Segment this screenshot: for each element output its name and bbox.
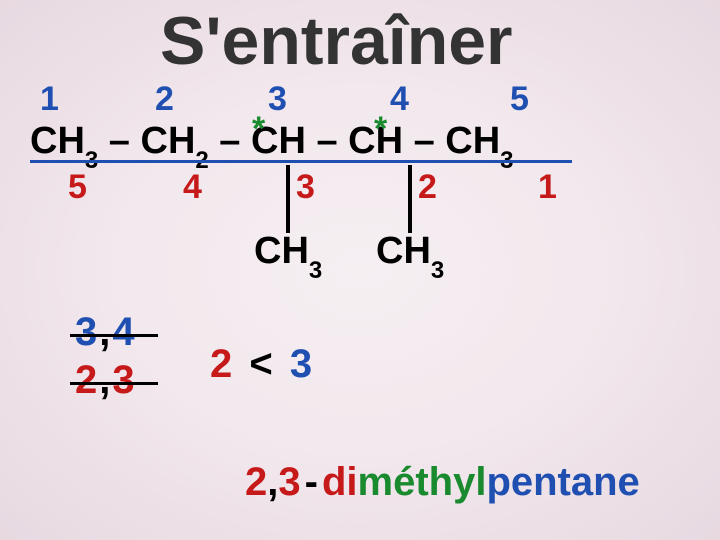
pair-sep-bot: , <box>99 358 112 402</box>
c2: CH2 <box>141 120 209 162</box>
asterisk-c4: * <box>374 110 387 149</box>
topnum-1: 1 <box>40 80 59 119</box>
pair-sep-top: , <box>99 310 112 354</box>
c1: CH3 <box>30 120 98 162</box>
bond-4: – <box>403 120 445 162</box>
chain-underline <box>30 160 572 163</box>
locants-blue: 3,4 <box>75 310 137 355</box>
topnum-5: 5 <box>510 80 529 119</box>
branch-ch3-a: CH3 <box>254 230 322 279</box>
topnum-4: 4 <box>390 80 409 119</box>
bond-3: – <box>306 120 348 162</box>
iupac-name: 2,3-diméthylpentane <box>245 460 640 505</box>
vbond-c3 <box>286 165 290 233</box>
vbond-c4 <box>408 165 412 233</box>
asterisk-c3: * <box>252 110 265 149</box>
lt-operator: < <box>243 342 278 386</box>
topnum-3: 3 <box>268 80 287 119</box>
botnum-3: 3 <box>296 168 315 207</box>
bond-2: – <box>209 120 251 162</box>
botnum-4: 4 <box>183 168 202 207</box>
strike-bot <box>70 382 158 385</box>
botnum-1: 1 <box>538 168 557 207</box>
c5: CH3 <box>445 120 513 162</box>
locants-red: 2,3 <box>75 358 137 403</box>
title: S'entraîner <box>160 2 513 80</box>
botnum-5: 5 <box>68 168 87 207</box>
comparison: 2 < 3 <box>210 342 312 387</box>
branch-ch3-b: CH3 <box>376 230 444 279</box>
bond-1: – <box>98 120 140 162</box>
botnum-2: 2 <box>418 168 437 207</box>
topnum-2: 2 <box>155 80 174 119</box>
iupac-comma: , <box>267 460 278 504</box>
iupac-dash: - <box>301 460 322 504</box>
strike-top <box>70 334 158 337</box>
